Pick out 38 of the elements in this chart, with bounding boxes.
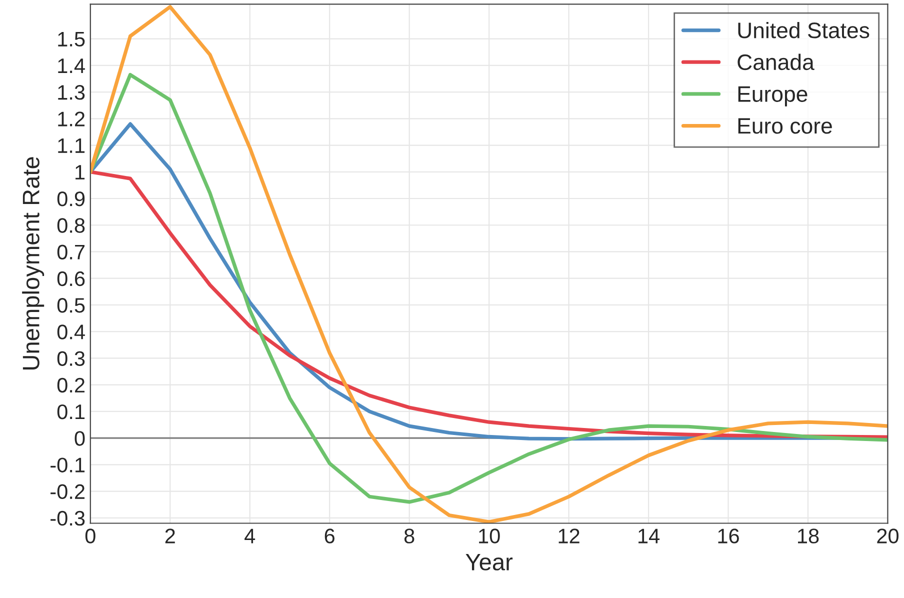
x-tick-label: 20 (877, 528, 898, 544)
x-tick-label: 10 (479, 528, 500, 544)
y-tick-label: 0.7 (57, 244, 84, 260)
y-tick-label: 0.1 (57, 404, 85, 420)
y-tick-label: 0.6 (57, 271, 85, 286)
x-tick-label: 0 (85, 528, 96, 544)
x-tick-label: 18 (798, 528, 819, 544)
y-tick-label: 0.4 (57, 324, 85, 340)
x-tick-label: 16 (718, 528, 739, 544)
y-tick-label: 1.2 (58, 112, 84, 126)
y-tick-label: 1.3 (58, 85, 85, 100)
x-tick-label: 4 (244, 528, 256, 544)
x-tick-label: 14 (638, 528, 660, 544)
legend-label: Canada (738, 54, 814, 70)
y-tick-label: -0.2 (50, 484, 84, 500)
y-tick-label: 0.2 (57, 378, 84, 393)
y-tick-label: 0.3 (57, 351, 85, 366)
x-tick-label: 2 (165, 528, 175, 544)
y-tick-label: 0.9 (57, 192, 85, 206)
y-tick-label: 1.1 (58, 138, 85, 153)
x-axis-title: Year (466, 554, 513, 570)
y-tick-label: 0.5 (57, 298, 85, 313)
y-tick-label: 0 (74, 431, 85, 446)
y-tick-label: 1.4 (58, 58, 85, 73)
line-series (90, 5, 888, 524)
legend-label: United States (738, 22, 870, 38)
y-tick-label: 1.5 (58, 32, 85, 47)
y-tick-label: -0.3 (50, 510, 85, 526)
y-axis-title: Unemployment Rate (22, 157, 44, 370)
y-tick-label: 0.8 (57, 218, 85, 233)
x-tick-label: 6 (324, 528, 334, 544)
legend-label: Europe (738, 86, 808, 106)
x-tick-label: 12 (558, 528, 580, 544)
x-tick-label: 8 (404, 528, 414, 544)
line-series (90, 72, 888, 504)
y-tick-label: -0.1 (50, 458, 85, 472)
legend-label: Euro core (738, 118, 832, 134)
y-tick-label: 1 (76, 165, 85, 180)
